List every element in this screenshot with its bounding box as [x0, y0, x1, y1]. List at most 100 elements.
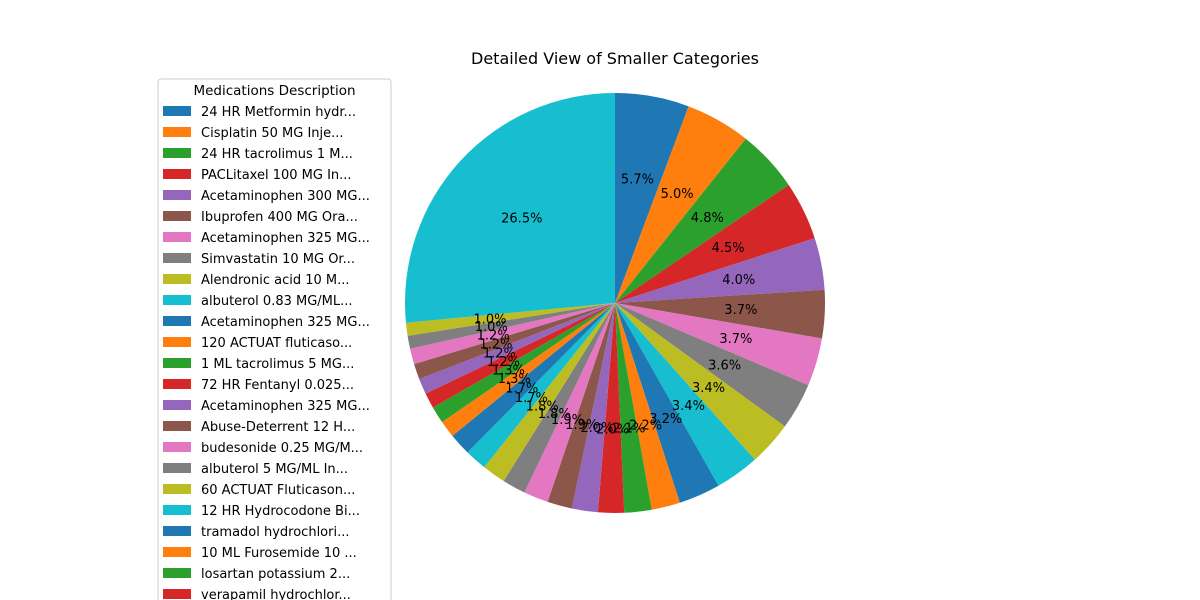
legend-label: tramadol hydrochlori...	[201, 525, 350, 540]
pie-slice	[419, 303, 615, 394]
legend-label: 24 HR Metformin hydr...	[201, 105, 356, 120]
pie-percent-label: 2.1%	[612, 422, 645, 437]
pie-percent-label: 1.3%	[498, 372, 531, 387]
legend-label: Acetaminophen 325 MG...	[201, 231, 370, 246]
pie-percent-label: 1.7%	[515, 391, 548, 406]
legend-swatch	[163, 568, 191, 578]
pie-percent-label: 5.0%	[661, 187, 694, 202]
legend-label: 10 ML Furosemide 10 ...	[201, 546, 357, 561]
legend-swatch	[163, 589, 191, 599]
pie-percent-label: 2.0%	[596, 422, 629, 437]
pie-slice	[425, 303, 615, 408]
pie-slice	[467, 303, 615, 468]
legend-swatch	[163, 232, 191, 242]
pie-percent-label: 3.2%	[649, 412, 682, 427]
legend-swatch	[163, 337, 191, 347]
pie-percent-label: 1.2%	[479, 338, 512, 353]
legend-items: 24 HR Metformin hydr... Cisplatin 50 MG I…	[163, 105, 370, 600]
pie-slice	[432, 303, 615, 423]
legend-swatch	[163, 106, 191, 116]
pie-percent-label: 5.7%	[621, 173, 654, 188]
pie-percent-label: 1.3%	[492, 364, 525, 379]
legend-swatch	[163, 190, 191, 200]
legend-swatch	[163, 484, 191, 494]
pie-percent-label: 1.0%	[473, 312, 506, 327]
legend-label: Ibuprofen 400 MG Ora...	[201, 210, 358, 225]
pie-slice	[547, 303, 615, 509]
legend-swatch	[163, 274, 191, 284]
legend-swatch	[163, 505, 191, 515]
pie-percent-label: 4.5%	[712, 241, 745, 256]
pie-percent-label: 1.9%	[565, 418, 598, 433]
pie-percent-label: 1.2%	[477, 329, 510, 344]
legend-swatch	[163, 148, 191, 158]
legend-swatch	[163, 316, 191, 326]
pie-percent-label: 1.9%	[551, 413, 584, 428]
legend-label: 1 ML tacrolimus 5 MG...	[201, 357, 354, 372]
pie-percent-label: 3.4%	[672, 399, 705, 414]
pie-slice	[442, 303, 615, 436]
legend-swatch	[163, 211, 191, 221]
legend-label: 12 HR Hydrocodone Bi...	[201, 504, 360, 519]
pie-slice	[571, 303, 615, 513]
pie-percent-label: 2.2%	[629, 419, 662, 434]
pie-percent-label: 1.7%	[505, 381, 538, 396]
legend-swatch	[163, 421, 191, 431]
pie-percent-label: 1.2%	[487, 355, 520, 370]
legend-swatch	[163, 358, 191, 368]
legend-label: PACLitaxel 100 MG In...	[201, 168, 352, 183]
pie-slice	[404, 93, 615, 323]
legend-swatch	[163, 442, 191, 452]
legend-label: albuterol 5 MG/ML In...	[201, 462, 348, 477]
legend-title: Medications Description	[193, 83, 355, 99]
legend-swatch	[163, 400, 191, 410]
pie-percent-label: 26.5%	[501, 212, 542, 227]
pie-slice	[615, 303, 755, 486]
legend-label: Acetaminophen 325 MG...	[201, 399, 370, 414]
pie-slice	[407, 303, 615, 349]
legend-swatch	[163, 253, 191, 263]
pie-slice	[615, 303, 809, 427]
pie-slice	[615, 303, 719, 503]
pie-slice	[615, 289, 826, 339]
pie-percent-label: 1.2%	[483, 347, 516, 362]
legend-label: Alendronic acid 10 M...	[201, 273, 350, 288]
pie-percent-label: 3.7%	[719, 332, 752, 347]
legend-label: losartan potassium 2...	[201, 567, 350, 582]
legend-swatch	[163, 379, 191, 389]
pie-slice	[452, 303, 615, 453]
legend-label: 24 HR tacrolimus 1 M...	[201, 147, 353, 162]
legend-label: 60 ACTUAT Fluticason...	[201, 483, 355, 498]
pie-slice	[615, 303, 680, 510]
pie-slice	[615, 238, 825, 303]
legend-swatch	[163, 127, 191, 137]
chart-title: Detailed View of Smaller Categories	[471, 49, 759, 68]
pie-slice	[615, 184, 815, 303]
legend-label: 120 ACTUAT fluticaso...	[201, 336, 352, 351]
legend-label: budesonide 0.25 MG/M...	[201, 441, 363, 456]
legend-label: Acetaminophen 325 MG...	[201, 315, 370, 330]
pie-percent-label: 1.8%	[538, 407, 571, 422]
legend-label: Cisplatin 50 MG Inje...	[201, 126, 344, 141]
legend-swatch	[163, 169, 191, 179]
pie-percent-label: 1.0%	[475, 320, 508, 335]
pie-slices	[404, 93, 826, 514]
legend-label: Acetaminophen 300 MG...	[201, 189, 370, 204]
pie-percent-label: 4.0%	[722, 273, 755, 288]
pie-percent-label: 2.0%	[580, 421, 613, 436]
pie-slice	[524, 303, 615, 502]
pie-slice	[615, 138, 789, 303]
pie-slice	[615, 303, 785, 460]
legend-label: Abuse-Deterrent 12 H...	[201, 420, 355, 435]
pie-slice	[597, 303, 625, 514]
legend-swatch	[163, 295, 191, 305]
pie-percent-label: 3.7%	[724, 303, 757, 318]
legend-label: 72 HR Fentanyl 0.025...	[201, 378, 354, 393]
pie-slice	[503, 303, 615, 493]
pie-slice	[405, 303, 615, 336]
pie-slice	[414, 303, 615, 380]
pie-slice	[615, 106, 746, 303]
legend-label: verapamil hydrochlor...	[201, 588, 351, 600]
legend: Medications Description 24 HR Metformin …	[157, 78, 392, 600]
